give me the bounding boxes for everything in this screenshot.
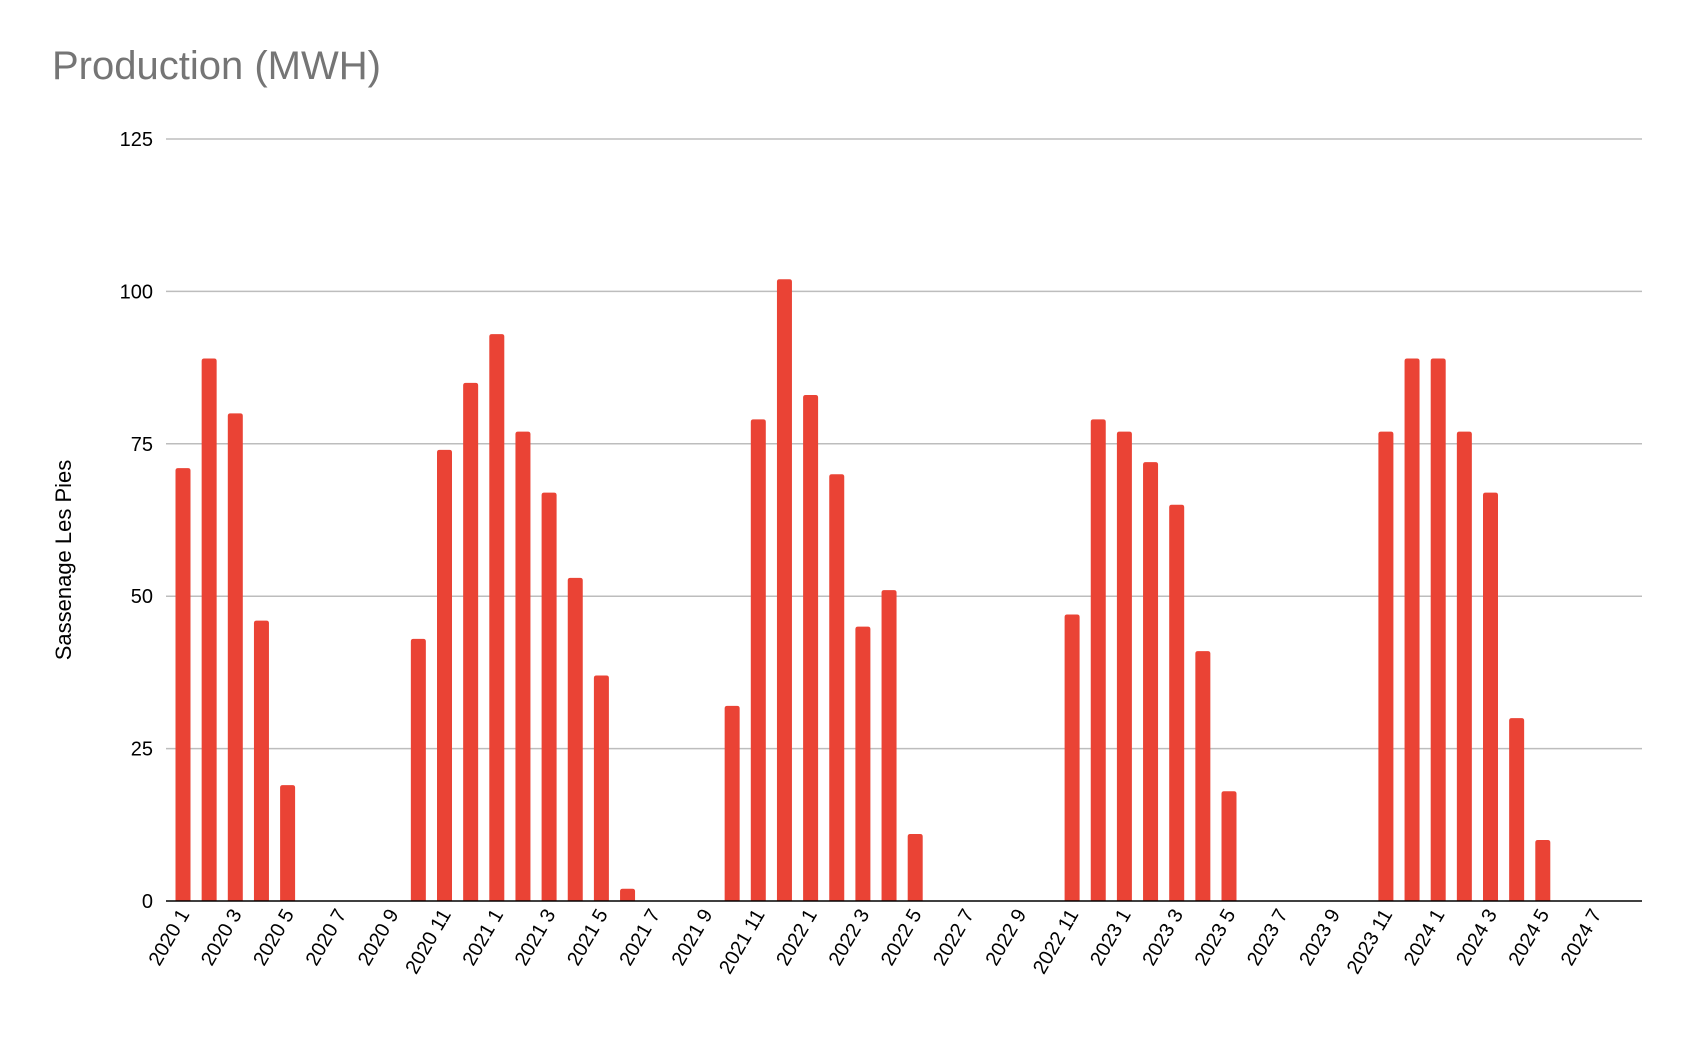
- bar: [227, 413, 243, 901]
- bar: [1221, 791, 1237, 901]
- x-tick-label: 2020 5: [249, 906, 299, 970]
- x-tick-label: 2024 7: [1557, 906, 1607, 970]
- x-tick-label: 2020 3: [197, 906, 247, 970]
- x-tick-label: 2023 1: [1086, 906, 1136, 970]
- y-tick-label: 100: [120, 281, 153, 303]
- x-tick-label: 2023 7: [1243, 906, 1293, 970]
- x-tick-label: 2021 11: [715, 906, 769, 978]
- x-tick-label: 2021 1: [458, 906, 508, 970]
- x-tick-label: 2024 1: [1400, 906, 1450, 970]
- bar: [829, 474, 845, 901]
- bar: [1456, 431, 1472, 901]
- bar: [1535, 840, 1551, 901]
- bar: [1090, 419, 1106, 901]
- x-tick-label: 2023 3: [1138, 906, 1188, 970]
- x-tick-label: 2021 7: [615, 906, 665, 970]
- x-tick-label: 2022 11: [1029, 906, 1083, 978]
- gridlines: [166, 138, 1642, 750]
- bar: [724, 705, 740, 901]
- bar: [489, 334, 505, 901]
- bar: [1483, 492, 1498, 901]
- bar: [1064, 614, 1080, 901]
- bar: [1378, 431, 1394, 901]
- bar: [855, 626, 871, 901]
- bar: [410, 638, 426, 901]
- x-tick-label: 2022 5: [877, 906, 927, 970]
- y-tick-label: 125: [120, 129, 153, 151]
- bar: [1116, 431, 1132, 901]
- x-tick-label: 2020 9: [354, 906, 404, 970]
- x-tick-label: 2020 7: [302, 906, 352, 970]
- bar: [437, 449, 452, 901]
- bar: [750, 419, 766, 901]
- bar: [593, 675, 609, 901]
- bar: [280, 785, 296, 901]
- x-tick-label: 2022 1: [772, 906, 822, 970]
- y-tick-label: 50: [131, 586, 153, 608]
- bar: [463, 382, 479, 902]
- bar: [1169, 504, 1185, 901]
- x-tick-label: 2024 5: [1504, 906, 1554, 970]
- bar: [776, 279, 792, 901]
- bar: [1404, 358, 1420, 901]
- y-tick-label: 25: [131, 739, 153, 761]
- x-tick-label: 2021 9: [668, 906, 718, 970]
- bar: [201, 358, 217, 901]
- bar: [515, 431, 531, 901]
- y-axis-ticks: 0 25 50 75 100 125: [120, 129, 153, 913]
- bar: [1430, 358, 1446, 901]
- x-tick-label: 2020 1: [145, 906, 195, 970]
- bars: [175, 279, 1551, 902]
- x-tick-label: 2022 7: [929, 906, 979, 970]
- x-tick-label: 2022 3: [825, 906, 875, 970]
- x-tick-label: 2021 5: [563, 906, 613, 970]
- bar: [1143, 462, 1159, 901]
- y-tick-label: 75: [131, 434, 153, 456]
- bar: [803, 395, 819, 901]
- bar: [1509, 718, 1525, 901]
- x-tick-label: 2021 3: [511, 906, 561, 970]
- x-tick-label: 2023 11: [1343, 906, 1397, 978]
- bar: [567, 577, 583, 901]
- chart-title: Production (MWH): [52, 44, 381, 88]
- x-tick-label: 2022 9: [981, 906, 1031, 970]
- bar: [253, 620, 269, 901]
- x-tick-label: 2020 11: [401, 906, 455, 978]
- bar: [1195, 651, 1211, 901]
- x-tick-label: 2024 3: [1452, 906, 1502, 970]
- bar: [620, 888, 636, 901]
- x-tick-label: 2023 9: [1295, 906, 1345, 970]
- y-tick-label: 0: [142, 891, 153, 913]
- bar: [907, 833, 923, 901]
- x-tick-label: 2023 5: [1191, 906, 1241, 970]
- bar: [175, 468, 191, 901]
- bar: [881, 590, 897, 901]
- bar: [541, 492, 557, 901]
